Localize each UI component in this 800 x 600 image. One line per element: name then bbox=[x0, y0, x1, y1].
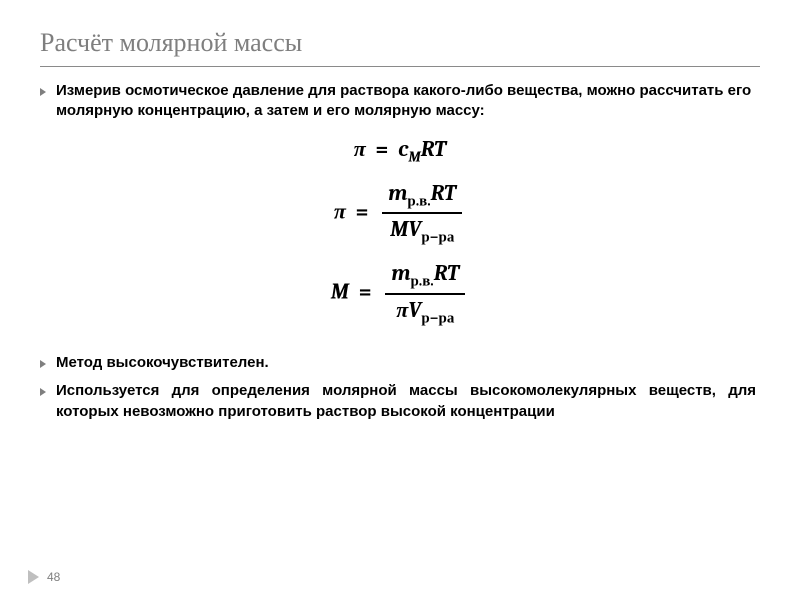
equation-2: π = mр.в.RT MVр−ра bbox=[40, 180, 760, 247]
eq2-den-V-sub: р−ра bbox=[421, 229, 454, 246]
eq2-den-M: M bbox=[390, 216, 408, 242]
bullet-marker-icon bbox=[40, 88, 46, 96]
eq3-den-pi: π bbox=[396, 297, 408, 323]
slide-container: Расчёт молярной массы Измерив осмотическ… bbox=[0, 0, 800, 600]
bullet-item: Измерив осмотическое давление для раство… bbox=[40, 81, 760, 122]
eq2-num-rt: RT bbox=[431, 180, 457, 206]
bullet-marker-icon bbox=[40, 388, 46, 396]
bullet-item: Используется для определения молярной ма… bbox=[40, 381, 760, 422]
eq2-num-m: m bbox=[388, 180, 407, 206]
eq3-fraction: mр.в.RT πVр−ра bbox=[385, 260, 465, 327]
equation-1: π = cMRT bbox=[40, 136, 760, 166]
slide-title: Расчёт молярной массы bbox=[40, 28, 760, 67]
eq3-num-m-sub: р.в. bbox=[410, 273, 433, 290]
equation-3: M = mр.в.RT πVр−ра bbox=[40, 260, 760, 327]
eq1-c: c bbox=[398, 136, 408, 162]
eq3-den-V: V bbox=[408, 297, 421, 323]
bullet-item: Метод высокочувствителен. bbox=[40, 353, 760, 373]
eq3-num-m: m bbox=[391, 260, 410, 286]
eq3-num-rt: RT bbox=[434, 260, 460, 286]
eq2-num-m-sub: р.в. bbox=[407, 192, 430, 209]
eq3-den-V-sub: р−ра bbox=[421, 309, 454, 326]
eq1-lhs: π bbox=[354, 136, 366, 162]
bullet-text: Измерив осмотическое давление для раство… bbox=[56, 81, 760, 122]
eq3-lhs: M bbox=[331, 279, 349, 305]
bullet-text: Используется для определения молярной ма… bbox=[56, 381, 756, 422]
lower-bullets: Метод высокочувствителен. Используется д… bbox=[40, 353, 760, 422]
formula-block: π = cMRT π = mр.в.RT MVр−ра M = mр.в.RT bbox=[40, 136, 760, 328]
bullet-marker-icon bbox=[40, 360, 46, 368]
eq2-lhs: π bbox=[334, 198, 346, 224]
bullet-text: Метод высокочувствителен. bbox=[56, 353, 269, 373]
eq2-fraction: mр.в.RT MVр−ра bbox=[382, 180, 462, 247]
page-number: 48 bbox=[47, 570, 60, 584]
eq2-den-V: V bbox=[408, 216, 421, 242]
eq1-rt: RT bbox=[421, 136, 447, 162]
slide-footer: 48 bbox=[28, 570, 60, 584]
eq1-c-sub: M bbox=[408, 148, 420, 165]
next-arrow-icon[interactable] bbox=[28, 570, 39, 584]
